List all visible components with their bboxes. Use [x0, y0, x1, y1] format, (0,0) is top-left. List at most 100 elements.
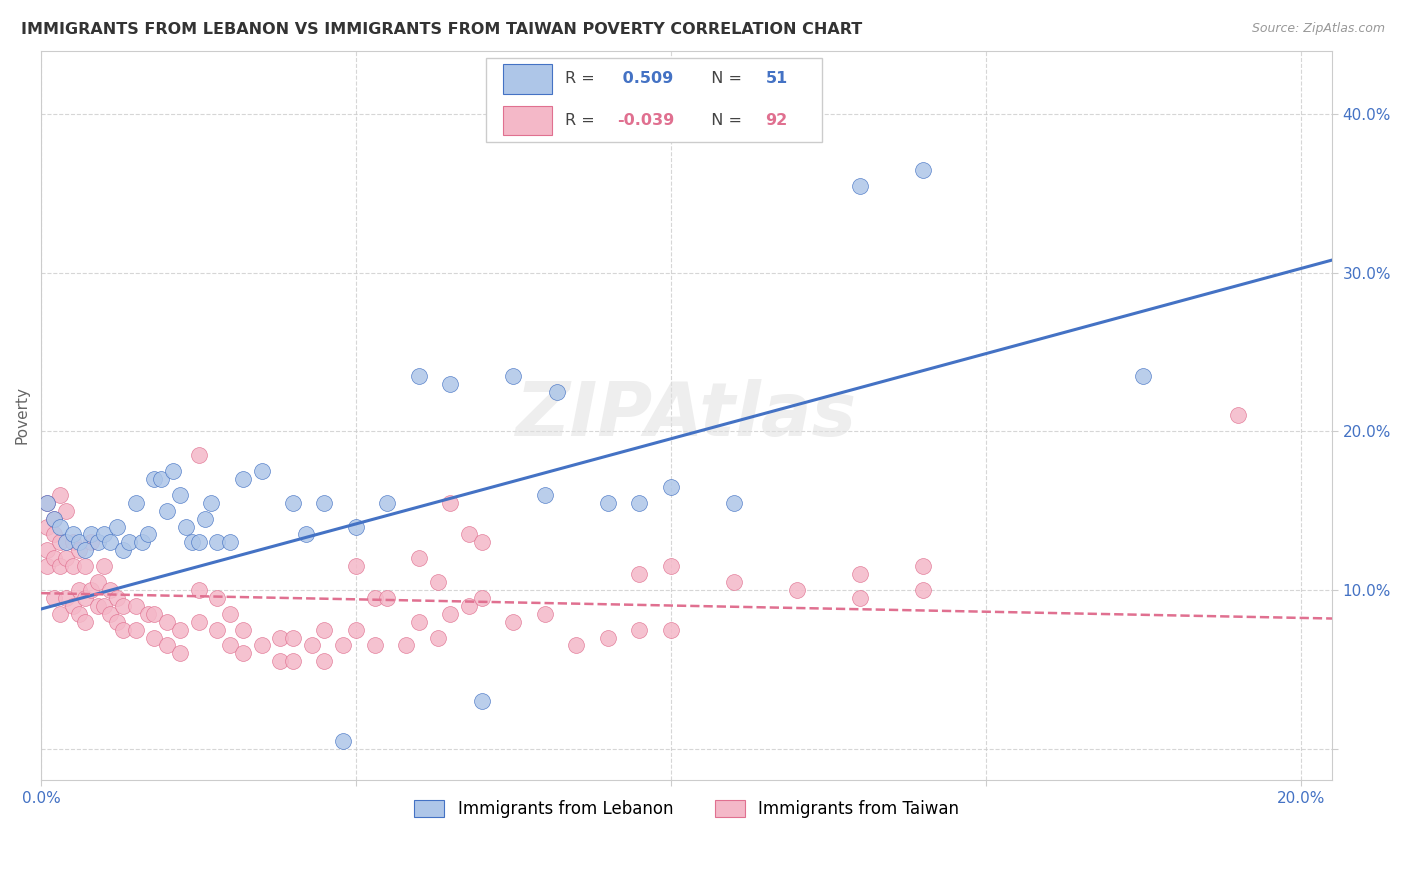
Point [458, 527, 481, 541]
Point [314, 496, 336, 510]
Point [105, 519, 128, 533]
Point [174, 519, 197, 533]
Point [187, 615, 209, 629]
Point [364, 591, 387, 605]
Point [207, 535, 229, 549]
Point [67, 543, 90, 558]
Point [124, 496, 146, 510]
Point [408, 615, 430, 629]
Point [565, 639, 588, 653]
Point [439, 376, 461, 391]
FancyBboxPatch shape [503, 106, 553, 136]
Point [232, 647, 254, 661]
Point [471, 591, 494, 605]
Point [62, 599, 84, 613]
Point [75, 615, 97, 629]
Point [377, 496, 399, 510]
Point [659, 559, 682, 574]
Point [87, 535, 110, 549]
Point [344, 623, 367, 637]
Point [187, 582, 209, 597]
Point [849, 178, 872, 193]
Point [426, 575, 449, 590]
Legend: Immigrants from Lebanon, Immigrants from Taiwan: Immigrants from Lebanon, Immigrants from… [406, 792, 967, 827]
Point [62, 535, 84, 549]
Point [219, 639, 242, 653]
Point [426, 631, 449, 645]
Point [723, 496, 745, 510]
Point [911, 559, 934, 574]
Point [314, 654, 336, 668]
Point [80, 527, 103, 541]
Point [149, 472, 172, 486]
Point [534, 607, 557, 621]
Point [105, 615, 128, 629]
Point [200, 496, 222, 510]
Point [458, 599, 481, 613]
Point [395, 639, 418, 653]
Point [49, 535, 72, 549]
Point [314, 623, 336, 637]
Point [408, 368, 430, 383]
Point [42, 591, 65, 605]
Point [534, 488, 557, 502]
Point [75, 559, 97, 574]
Point [659, 623, 682, 637]
Point [37, 496, 59, 510]
Point [169, 488, 191, 502]
Point [67, 535, 90, 549]
Text: Source: ZipAtlas.com: Source: ZipAtlas.com [1251, 22, 1385, 36]
Point [377, 591, 399, 605]
Point [471, 694, 494, 708]
Point [269, 654, 291, 668]
Y-axis label: Poverty: Poverty [15, 386, 30, 444]
Point [281, 496, 304, 510]
Point [344, 559, 367, 574]
Point [332, 733, 354, 747]
Point [143, 631, 166, 645]
Point [93, 559, 115, 574]
Point [100, 535, 122, 549]
Point [250, 639, 273, 653]
Point [219, 535, 242, 549]
Point [143, 607, 166, 621]
Point [100, 582, 122, 597]
Point [849, 567, 872, 582]
Point [55, 551, 77, 566]
Point [111, 623, 134, 637]
Text: N =: N = [700, 113, 747, 128]
Point [207, 591, 229, 605]
Point [439, 607, 461, 621]
Point [1132, 368, 1154, 383]
Point [156, 615, 179, 629]
Point [219, 607, 242, 621]
Point [37, 496, 59, 510]
Point [628, 496, 651, 510]
Point [37, 559, 59, 574]
Point [207, 623, 229, 637]
FancyBboxPatch shape [503, 64, 553, 94]
Point [62, 527, 84, 541]
Text: 92: 92 [765, 113, 787, 128]
Point [332, 639, 354, 653]
Text: 51: 51 [765, 71, 787, 87]
Point [67, 582, 90, 597]
Point [87, 575, 110, 590]
Point [131, 535, 153, 549]
Point [250, 464, 273, 478]
Point [55, 591, 77, 605]
Point [124, 623, 146, 637]
Point [75, 543, 97, 558]
Point [118, 535, 141, 549]
Point [37, 519, 59, 533]
Point [187, 448, 209, 462]
Point [62, 559, 84, 574]
Point [42, 551, 65, 566]
Point [100, 607, 122, 621]
Point [80, 535, 103, 549]
Point [156, 503, 179, 517]
Point [42, 527, 65, 541]
Point [502, 368, 524, 383]
Text: ZIPAtlas: ZIPAtlas [516, 379, 858, 452]
Point [80, 582, 103, 597]
